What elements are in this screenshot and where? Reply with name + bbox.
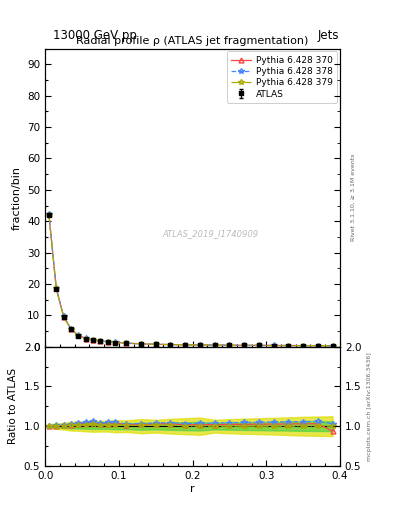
Pythia 6.428 378 (124, 340, 129, 346)
Pythia 6.428 370 (153, 341, 158, 347)
Line: Pythia 6.428 379: Pythia 6.428 379 (46, 212, 335, 349)
Pythia 6.428 378 (105, 339, 110, 345)
Pythia 6.428 379 (54, 285, 59, 291)
Pythia 6.428 370 (212, 342, 217, 348)
Pythia 6.428 370 (286, 343, 291, 349)
Y-axis label: fraction/bin: fraction/bin (12, 166, 22, 230)
Pythia 6.428 370 (271, 343, 276, 349)
Pythia 6.428 370 (69, 326, 73, 332)
Line: Pythia 6.428 370: Pythia 6.428 370 (46, 212, 335, 348)
Pythia 6.428 370 (124, 340, 129, 346)
Pythia 6.428 379 (139, 341, 143, 347)
Pythia 6.428 378 (98, 338, 103, 344)
Pythia 6.428 370 (139, 341, 143, 347)
Pythia 6.428 378 (69, 326, 73, 332)
Line: Pythia 6.428 378: Pythia 6.428 378 (46, 211, 335, 349)
Title: Radial profile ρ (ATLAS jet fragmentation): Radial profile ρ (ATLAS jet fragmentatio… (76, 36, 309, 47)
Pythia 6.428 379 (286, 343, 291, 349)
Pythia 6.428 370 (54, 285, 59, 291)
Pythia 6.428 379 (257, 343, 261, 349)
Pythia 6.428 379 (316, 343, 320, 349)
Pythia 6.428 378 (212, 342, 217, 348)
Pythia 6.428 370 (61, 313, 66, 319)
Pythia 6.428 378 (271, 343, 276, 349)
Pythia 6.428 378 (83, 335, 88, 342)
Pythia 6.428 378 (257, 343, 261, 349)
Pythia 6.428 378 (198, 342, 202, 348)
Pythia 6.428 378 (91, 337, 95, 343)
Pythia 6.428 379 (212, 342, 217, 348)
Y-axis label: Ratio to ATLAS: Ratio to ATLAS (8, 368, 18, 444)
Pythia 6.428 379 (198, 342, 202, 348)
Pythia 6.428 370 (76, 332, 81, 338)
Pythia 6.428 379 (242, 343, 246, 349)
Pythia 6.428 370 (113, 339, 118, 346)
Pythia 6.428 378 (46, 211, 51, 217)
Pythia 6.428 370 (91, 337, 95, 343)
Pythia 6.428 379 (227, 342, 232, 348)
Pythia 6.428 370 (83, 335, 88, 342)
Pythia 6.428 378 (113, 339, 118, 346)
Pythia 6.428 378 (227, 342, 232, 348)
Pythia 6.428 370 (198, 342, 202, 348)
Pythia 6.428 379 (83, 336, 88, 342)
Pythia 6.428 379 (330, 343, 335, 349)
Pythia 6.428 379 (91, 337, 95, 344)
Text: 13000 GeV pp: 13000 GeV pp (53, 29, 137, 42)
Pythia 6.428 378 (168, 342, 173, 348)
Y-axis label: mcplots.cern.ch [arXiv:1306.3436]: mcplots.cern.ch [arXiv:1306.3436] (367, 352, 372, 461)
Pythia 6.428 370 (330, 343, 335, 349)
Text: Jets: Jets (317, 29, 339, 42)
Pythia 6.428 378 (139, 340, 143, 347)
Pythia 6.428 379 (105, 339, 110, 345)
Pythia 6.428 379 (183, 342, 187, 348)
Pythia 6.428 378 (153, 341, 158, 347)
Text: ATLAS_2019_I1740909: ATLAS_2019_I1740909 (162, 229, 258, 238)
Pythia 6.428 378 (61, 313, 66, 319)
Pythia 6.428 370 (98, 338, 103, 344)
Pythia 6.428 379 (271, 343, 276, 349)
Pythia 6.428 379 (61, 314, 66, 320)
Pythia 6.428 378 (316, 343, 320, 349)
Pythia 6.428 370 (316, 343, 320, 349)
Pythia 6.428 370 (105, 339, 110, 345)
Pythia 6.428 379 (113, 339, 118, 346)
Y-axis label: Rivet 3.1.10, ≥ 3.1M events: Rivet 3.1.10, ≥ 3.1M events (351, 154, 355, 242)
Pythia 6.428 370 (301, 343, 305, 349)
Pythia 6.428 379 (98, 338, 103, 344)
Pythia 6.428 378 (286, 343, 291, 349)
Pythia 6.428 379 (168, 342, 173, 348)
Pythia 6.428 378 (76, 332, 81, 338)
Pythia 6.428 370 (183, 342, 187, 348)
Pythia 6.428 378 (330, 343, 335, 349)
Pythia 6.428 379 (76, 332, 81, 338)
Pythia 6.428 370 (257, 343, 261, 349)
Pythia 6.428 370 (227, 342, 232, 348)
Pythia 6.428 378 (54, 285, 59, 291)
Pythia 6.428 379 (69, 326, 73, 332)
Pythia 6.428 378 (183, 342, 187, 348)
Pythia 6.428 378 (301, 343, 305, 349)
Pythia 6.428 370 (46, 211, 51, 218)
Pythia 6.428 378 (242, 342, 246, 348)
Pythia 6.428 379 (124, 340, 129, 346)
Legend: Pythia 6.428 370, Pythia 6.428 378, Pythia 6.428 379, ATLAS: Pythia 6.428 370, Pythia 6.428 378, Pyth… (227, 51, 337, 103)
Pythia 6.428 379 (46, 211, 51, 218)
Pythia 6.428 379 (153, 341, 158, 347)
Pythia 6.428 379 (301, 343, 305, 349)
X-axis label: r: r (190, 483, 195, 494)
Pythia 6.428 370 (168, 342, 173, 348)
Pythia 6.428 370 (242, 343, 246, 349)
